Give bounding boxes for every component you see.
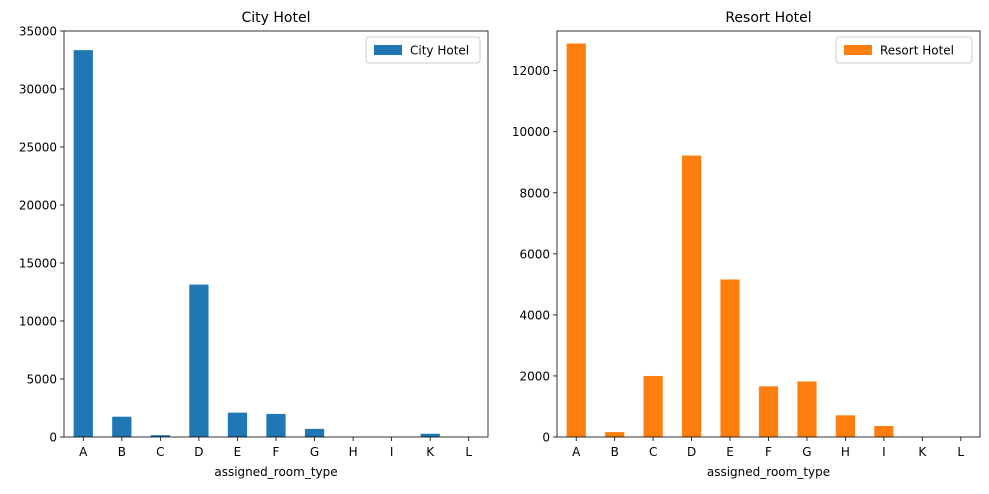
bar-A [73, 50, 93, 437]
bar-C [150, 435, 170, 437]
x-tick-label: I [882, 445, 886, 459]
bar-D [681, 155, 702, 438]
x-tick-label: I [390, 445, 394, 459]
bar-D [189, 284, 209, 437]
y-tick-label: 6000 [519, 247, 550, 261]
y-tick-label: 10000 [19, 315, 57, 329]
x-tick-label: B [611, 445, 619, 459]
x-tick-label: D [687, 445, 696, 459]
x-tick-label: F [765, 445, 772, 459]
plot-frame [63, 30, 489, 438]
x-tick-label: E [234, 445, 242, 459]
bar-B [112, 416, 132, 437]
y-tick-label: 5000 [26, 373, 57, 387]
bar-G [304, 428, 325, 437]
x-tick-label: L [957, 445, 964, 459]
x-tick-label: A [79, 445, 88, 459]
legend-box [365, 36, 481, 64]
bar-E [720, 279, 740, 437]
x-tick-label: G [802, 445, 811, 459]
x-tick-label: H [349, 445, 358, 459]
x-axis-label: assigned_room_type [707, 465, 830, 479]
chart-title: Resort Hotel [725, 10, 811, 26]
x-tick-label: B [118, 445, 126, 459]
chart-panel-2: A B C D E F G H I K L 0 2000 4000 6000 8000 10000 12000 Re… [512, 10, 981, 479]
bar-H [835, 415, 856, 437]
y-tick-label: 35000 [19, 25, 57, 39]
chart-title: City Hotel [242, 10, 311, 26]
y-tick-label: 15000 [19, 257, 57, 271]
bar-I [874, 426, 894, 437]
y-tick-label: 0 [542, 431, 550, 445]
y-tick-label: 0 [49, 431, 57, 445]
y-tick-label: 8000 [519, 186, 550, 200]
bar-F [266, 413, 286, 437]
bar-G [797, 381, 817, 437]
bar-F [758, 386, 779, 437]
bar-B [605, 432, 625, 437]
x-tick-label: C [649, 445, 657, 459]
chart-panel-1: A B C D E F G H I K L 0 5000 10000 15000 20000 25000 3000… [19, 10, 489, 479]
x-tick-label: K [918, 445, 927, 459]
legend-label: Resort Hotel [880, 44, 954, 58]
x-tick-label: C [156, 445, 164, 459]
y-tick-label: 25000 [19, 141, 57, 155]
x-tick-label: A [572, 445, 581, 459]
plot-frame [556, 30, 981, 438]
legend-label: City Hotel [410, 44, 469, 58]
x-tick-label: D [194, 445, 203, 459]
legend-box [835, 36, 973, 64]
bar-A [566, 43, 586, 438]
x-tick-label: H [841, 445, 850, 459]
y-tick-label: 20000 [19, 199, 57, 213]
y-tick-label: 30000 [19, 83, 57, 97]
x-axis-label: assigned_room_type [214, 465, 337, 479]
bar-K [420, 433, 440, 437]
y-tick-label: 10000 [512, 125, 550, 139]
x-tick-label: E [726, 445, 734, 459]
legend-swatch [374, 45, 402, 55]
y-tick-label: 12000 [512, 64, 550, 78]
x-tick-label: K [426, 445, 435, 459]
x-tick-label: F [273, 445, 280, 459]
bar-C [643, 375, 663, 437]
x-tick-label: L [465, 445, 472, 459]
bar-E [227, 412, 248, 437]
y-tick-label: 2000 [519, 369, 550, 383]
legend-swatch [844, 45, 872, 55]
y-tick-label: 4000 [519, 308, 550, 322]
x-tick-label: G [310, 445, 319, 459]
